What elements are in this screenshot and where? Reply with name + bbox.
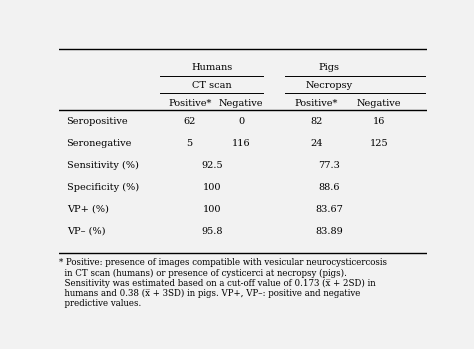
Text: VP+ (%): VP+ (%) [66, 205, 109, 214]
Text: Seronegative: Seronegative [66, 139, 132, 148]
Text: Negative: Negative [219, 99, 264, 107]
Text: CT scan: CT scan [192, 81, 231, 90]
Text: in CT scan (humans) or presence of cysticerci at necropsy (pigs).: in CT scan (humans) or presence of cysti… [59, 268, 347, 277]
Text: 0: 0 [238, 117, 244, 126]
Text: 77.3: 77.3 [319, 161, 340, 170]
Text: 100: 100 [202, 183, 221, 192]
Text: 62: 62 [183, 117, 196, 126]
Text: 125: 125 [370, 139, 388, 148]
Text: 100: 100 [202, 205, 221, 214]
Text: predictive values.: predictive values. [59, 299, 142, 308]
Text: Humans: Humans [191, 63, 232, 72]
Text: * Positive: presence of images compatible with vesicular neurocysticercosis: * Positive: presence of images compatibl… [59, 258, 387, 267]
Text: 88.6: 88.6 [319, 183, 340, 192]
Text: 24: 24 [310, 139, 323, 148]
Text: 83.67: 83.67 [315, 205, 343, 214]
Text: 16: 16 [373, 117, 385, 126]
Text: Sensitivity was estimated based on a cut-off value of 0.173 (x̅ + 2SD) in: Sensitivity was estimated based on a cut… [59, 279, 376, 288]
Text: Positive*: Positive* [168, 99, 211, 107]
Text: 95.8: 95.8 [201, 227, 222, 236]
Text: Specificity (%): Specificity (%) [66, 183, 139, 192]
Text: Sensitivity (%): Sensitivity (%) [66, 161, 138, 170]
Text: 83.89: 83.89 [315, 227, 343, 236]
Text: 82: 82 [310, 117, 323, 126]
Text: Pigs: Pigs [319, 63, 340, 72]
Text: 5: 5 [187, 139, 193, 148]
Text: Negative: Negative [356, 99, 401, 107]
Text: Positive*: Positive* [295, 99, 338, 107]
Text: 116: 116 [232, 139, 250, 148]
Text: Seropositive: Seropositive [66, 117, 128, 126]
Text: humans and 0.38 (x̅ + 3SD) in pigs. VP+, VP–: positive and negative: humans and 0.38 (x̅ + 3SD) in pigs. VP+,… [59, 289, 361, 298]
Text: 92.5: 92.5 [201, 161, 222, 170]
Text: VP– (%): VP– (%) [66, 227, 105, 236]
Text: Necropsy: Necropsy [306, 81, 353, 90]
